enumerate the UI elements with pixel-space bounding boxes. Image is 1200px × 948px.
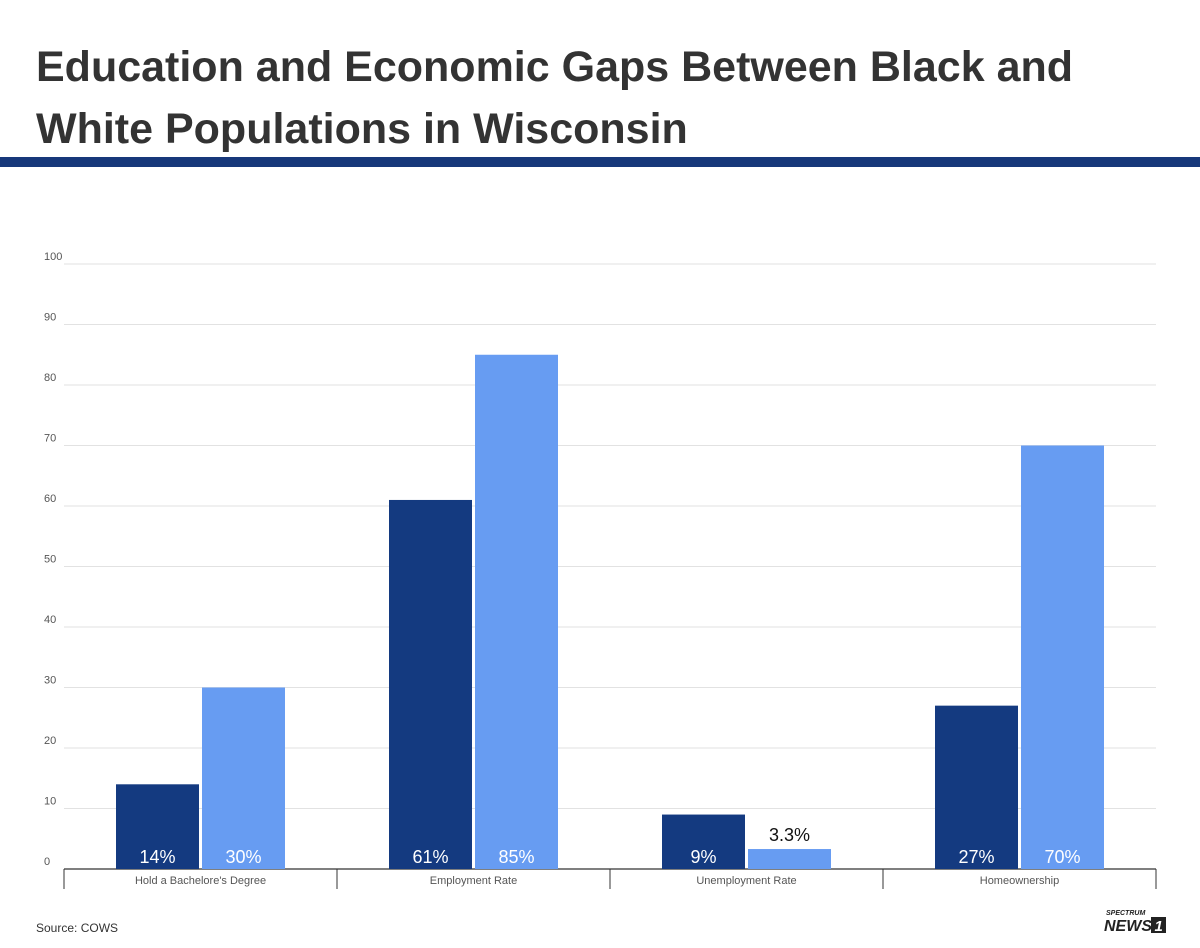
category-label: Employment Rate: [430, 875, 517, 887]
bar-value-label: 14%: [139, 847, 175, 867]
bar-value-label: 9%: [690, 847, 716, 867]
bar-value-label: 70%: [1044, 847, 1080, 867]
svg-text:SPECTRUM: SPECTRUM: [1106, 910, 1145, 917]
category-label: Homeownership: [980, 875, 1059, 887]
bar-value-label: 27%: [958, 847, 994, 867]
y-tick-label: 40: [44, 614, 56, 626]
title-rule: [0, 157, 1200, 167]
source-note: Source: COWS: [36, 921, 119, 935]
bar: [662, 814, 745, 869]
y-tick-label: 30: [44, 675, 56, 687]
svg-text:NEWS: NEWS: [1104, 918, 1152, 934]
spectrum-news-1-logo: SPECTRUM NEWS 1: [1104, 910, 1166, 934]
y-tick-label: 20: [44, 735, 56, 747]
y-tick-label: 70: [44, 433, 56, 445]
category-label: Unemployment Rate: [696, 875, 796, 887]
y-tick-label: 80: [44, 372, 56, 384]
y-tick-label: 100: [44, 251, 62, 263]
bar: [748, 849, 831, 869]
y-tick-label: 90: [44, 312, 56, 324]
y-tick-label: 0: [44, 856, 50, 868]
bar-value-label: 61%: [412, 847, 448, 867]
bar: [202, 687, 285, 869]
bar: [1021, 445, 1104, 869]
bar: [389, 499, 472, 869]
bar-value-label: 30%: [225, 847, 261, 867]
chart-title: Education and Economic Gaps Between Blac…: [36, 43, 1074, 153]
bar: [116, 784, 199, 869]
bar: [475, 354, 558, 869]
category-label: Hold a Bachelore's Degree: [135, 875, 266, 887]
svg-text:1: 1: [1155, 918, 1163, 934]
bar-value-label: 85%: [498, 847, 534, 867]
y-tick-label: 60: [44, 493, 56, 505]
y-tick-label: 50: [44, 554, 56, 566]
bar-value-label: 3.3%: [769, 825, 810, 845]
y-tick-label: 10: [44, 796, 56, 808]
bar: [935, 705, 1018, 869]
